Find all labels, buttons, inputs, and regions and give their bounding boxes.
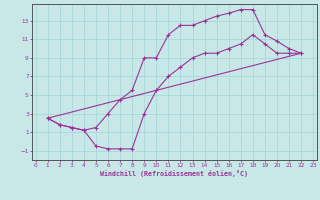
X-axis label: Windchill (Refroidissement éolien,°C): Windchill (Refroidissement éolien,°C) [100, 170, 248, 177]
